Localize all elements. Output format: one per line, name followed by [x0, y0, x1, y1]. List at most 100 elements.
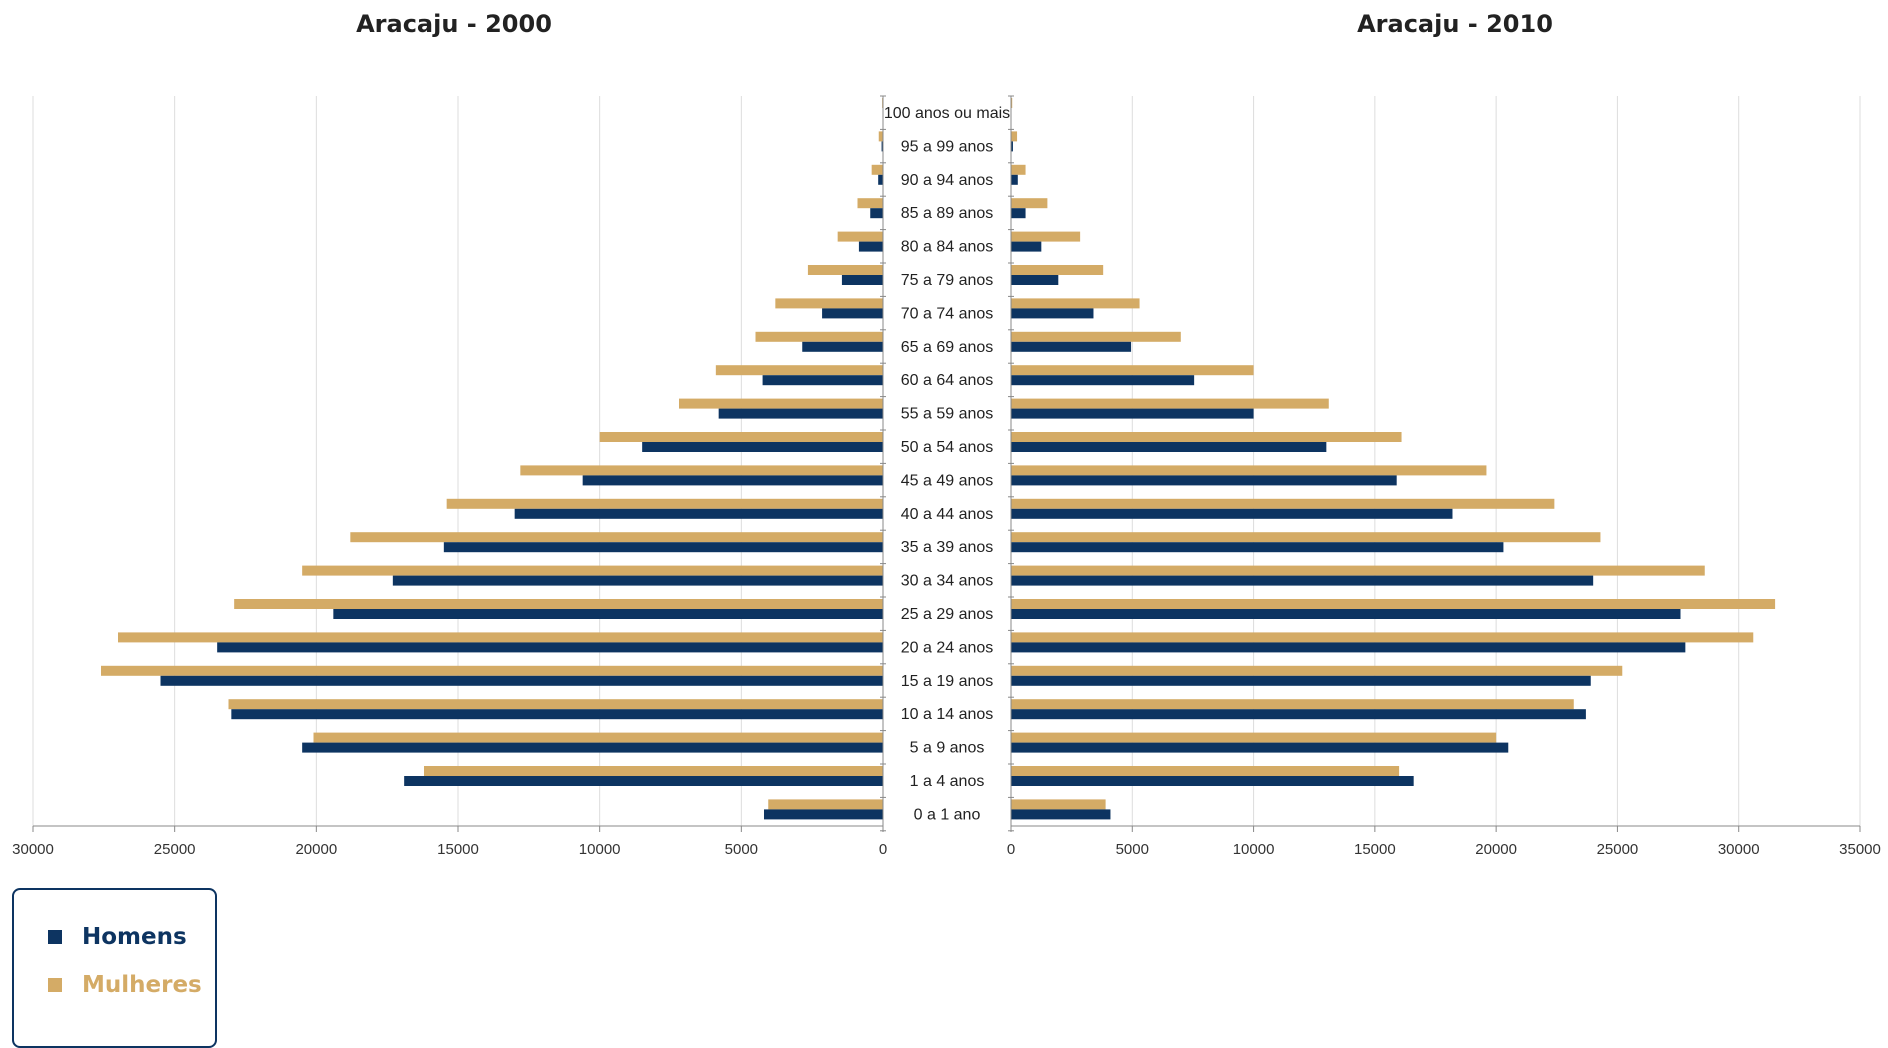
bar-2010-mulheres-21 — [1011, 799, 1106, 810]
bar-2010-homens-17 — [1011, 675, 1591, 686]
bar-2000-mulheres-6 — [775, 298, 883, 309]
legend-item-mulheres: Mulheres — [48, 972, 202, 998]
bar-2000-mulheres-4 — [837, 231, 883, 242]
bar-2010-homens-15 — [1011, 609, 1681, 619]
bar-2010-mulheres-6 — [1011, 298, 1140, 309]
tick-label-2000-20000: 20000 — [295, 841, 337, 858]
bar-2000-mulheres-11 — [520, 465, 883, 476]
bar-2000-mulheres-20 — [424, 766, 883, 776]
legend: Homens Mulheres — [12, 888, 217, 1048]
bar-2000-mulheres-2 — [871, 164, 883, 175]
bar-2010-homens-9 — [1011, 408, 1254, 419]
bar-2010-homens-19 — [1011, 742, 1509, 753]
legend-label-mulheres: Mulheres — [82, 972, 202, 998]
bar-2000-homens-6 — [822, 308, 883, 319]
age-label-13: 35 a 39 anos — [901, 539, 994, 556]
bar-2000-homens-7 — [802, 341, 883, 352]
bar-2010-homens-16 — [1011, 642, 1686, 653]
bar-2010-homens-11 — [1011, 475, 1397, 486]
bar-2000-homens-2 — [878, 174, 883, 185]
bar-2010-homens-1 — [1011, 141, 1013, 152]
bar-2010-homens-8 — [1011, 375, 1195, 386]
tick-label-2010-35000: 35000 — [1839, 841, 1881, 858]
age-label-15: 25 a 29 anos — [901, 606, 994, 623]
tick-label-2000-5000: 5000 — [725, 841, 758, 858]
age-label-2: 90 a 94 anos — [901, 172, 994, 189]
bar-2000-mulheres-21 — [768, 799, 883, 810]
bar-2000-mulheres-19 — [313, 732, 883, 743]
bar-2010-mulheres-0 — [1011, 98, 1013, 108]
tick-label-2000-30000: 30000 — [12, 841, 54, 858]
bar-2010-mulheres-16 — [1011, 632, 1754, 643]
bar-2000-mulheres-17 — [101, 665, 883, 676]
tick-label-2010-20000: 20000 — [1475, 841, 1517, 858]
bar-2000-homens-20 — [404, 776, 883, 786]
bar-2000-homens-4 — [858, 241, 883, 252]
bar-2010-mulheres-5 — [1011, 265, 1104, 275]
bar-2000-homens-21 — [764, 809, 883, 820]
bar-2010-mulheres-14 — [1011, 565, 1705, 576]
bar-2000-mulheres-8 — [715, 365, 883, 376]
bar-2000-homens-11 — [582, 475, 883, 486]
legend-label-homens: Homens — [82, 924, 187, 950]
bar-2010-mulheres-13 — [1011, 532, 1601, 543]
bar-2000-mulheres-10 — [599, 432, 883, 442]
bar-2000-homens-13 — [443, 542, 883, 553]
age-label-14: 30 a 34 anos — [901, 573, 994, 590]
bar-2000-homens-3 — [870, 208, 883, 219]
tick-label-2000-0: 0 — [879, 841, 887, 858]
bar-2010-mulheres-20 — [1011, 766, 1400, 776]
chart-title-2010: Aracaju - 2010 — [1357, 10, 1553, 38]
bar-2010-homens-5 — [1011, 275, 1059, 285]
bar-2000-homens-9 — [718, 408, 883, 419]
bar-2000-homens-16 — [217, 642, 883, 653]
bar-2010-homens-7 — [1011, 341, 1132, 352]
bar-2010-homens-4 — [1011, 241, 1042, 252]
tick-label-2000-10000: 10000 — [579, 841, 621, 858]
tick-label-2000-15000: 15000 — [437, 841, 479, 858]
bar-2010-homens-18 — [1011, 709, 1586, 720]
tick-label-2010-5000: 5000 — [1116, 841, 1149, 858]
bar-2010-mulheres-10 — [1011, 432, 1402, 442]
population-pyramid-chart: Aracaju - 2000 Aracaju - 2010 0 5000 10000… — [12, 10, 1881, 858]
bar-2010-mulheres-9 — [1011, 398, 1329, 409]
age-label-4: 80 a 84 anos — [901, 239, 994, 256]
age-label-3: 85 a 89 anos — [901, 205, 994, 222]
bar-2010-mulheres-12 — [1011, 498, 1555, 509]
bar-2000-homens-12 — [514, 508, 883, 519]
bar-2010-homens-21 — [1011, 809, 1111, 820]
age-label-10: 50 a 54 anos — [901, 439, 994, 456]
bars — [101, 98, 1776, 820]
bar-2010-mulheres-2 — [1011, 164, 1026, 175]
age-label-1: 95 a 99 anos — [901, 138, 994, 155]
bar-2010-homens-10 — [1011, 442, 1327, 452]
bar-2010-mulheres-11 — [1011, 465, 1487, 476]
bar-2010-mulheres-18 — [1011, 699, 1574, 710]
bar-2010-mulheres-7 — [1011, 331, 1181, 342]
axes: 0 5000 10000 15000 20000 25000 30000 0 5000 10000… — [12, 95, 1881, 858]
bar-2000-homens-19 — [302, 742, 884, 753]
bar-2010-homens-14 — [1011, 575, 1594, 586]
bar-2000-mulheres-16 — [118, 632, 883, 643]
legend-swatch-mulheres — [48, 978, 62, 992]
age-label-18: 10 a 14 anos — [901, 706, 994, 723]
bar-2000-homens-1 — [881, 141, 883, 152]
bar-2000-mulheres-12 — [446, 498, 883, 509]
bar-2000-homens-18 — [231, 709, 884, 720]
bar-2000-mulheres-5 — [807, 265, 883, 275]
bar-2010-mulheres-17 — [1011, 665, 1623, 676]
bar-2000-mulheres-3 — [857, 198, 883, 209]
bar-2010-homens-6 — [1011, 308, 1094, 319]
bar-2000-mulheres-13 — [350, 532, 883, 543]
bar-2010-homens-20 — [1011, 776, 1414, 786]
age-label-20: 1 a 4 anos — [910, 773, 985, 790]
bar-2010-homens-13 — [1011, 542, 1504, 553]
bar-2000-homens-15 — [333, 609, 883, 619]
age-label-19: 5 a 9 anos — [910, 740, 985, 757]
bar-2000-homens-10 — [642, 442, 883, 452]
bar-2000-homens-17 — [160, 675, 883, 686]
tick-label-2010-25000: 25000 — [1597, 841, 1639, 858]
tick-label-2010-10000: 10000 — [1233, 841, 1275, 858]
bar-2010-homens-12 — [1011, 508, 1453, 519]
bar-2010-homens-3 — [1011, 208, 1026, 219]
